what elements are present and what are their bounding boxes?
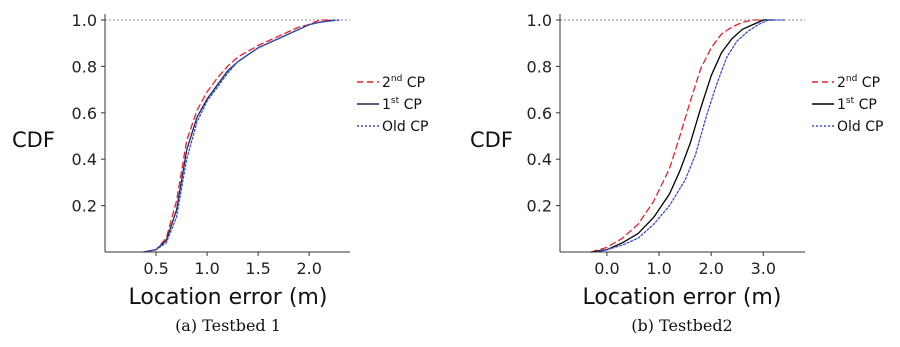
y-tick-label: 1.0 [72, 11, 97, 30]
panel-testbed-2: 0.0 1.0 2.0 3.0 0.2 0.4 0.6 0.8 1.0 CDF Locatio… [470, 11, 883, 335]
y-tick-label: 0.2 [527, 197, 552, 216]
series-layer [590, 19, 785, 253]
series-line-1 [143, 19, 331, 253]
caption: (b) Testbed2 [631, 316, 732, 335]
y-tick-label: 0.4 [72, 150, 97, 169]
series-line-1 [590, 19, 764, 253]
legend: 2nd CP 1st CP Old CP [357, 74, 428, 135]
x-axis-label: Location error (m) [583, 285, 782, 310]
y-tick-label: 0.2 [72, 197, 97, 216]
x-tick-labels: 0.5 1.0 1.5 2.0 [143, 252, 322, 278]
y-tick-label: 0.8 [72, 57, 97, 76]
legend-label: 1st CP [837, 96, 877, 113]
series-line-3 [595, 19, 785, 253]
x-tick-label: 0.5 [143, 259, 168, 278]
legend-label: Old CP [382, 119, 428, 135]
x-tick-label: 2.0 [698, 259, 723, 278]
y-tick-label: 0.6 [72, 104, 97, 123]
y-tick-labels: 0.2 0.4 0.6 0.8 1.0 [72, 11, 105, 216]
legend: 2nd CP 1st CP Old CP [812, 74, 883, 135]
series-line-3 [143, 19, 341, 253]
x-tick-labels: 0.0 1.0 2.0 3.0 [594, 252, 776, 278]
panel-testbed-1: 0.5 1.0 1.5 2.0 0.2 0.4 0.6 0.8 1.0 CDF Locatio… [12, 11, 428, 335]
y-tick-label: 0.4 [527, 150, 552, 169]
y-tick-label: 0.8 [527, 57, 552, 76]
x-tick-label: 3.0 [751, 259, 776, 278]
y-axis-label: CDF [470, 128, 513, 152]
y-axis-label: CDF [12, 128, 55, 152]
x-tick-label: 1.5 [245, 259, 270, 278]
series-line-2 [590, 19, 775, 253]
y-tick-label: 1.0 [527, 11, 552, 30]
x-axis-label: Location error (m) [129, 285, 328, 310]
legend-label: Old CP [837, 119, 883, 135]
x-tick-label: 2.0 [296, 259, 321, 278]
x-tick-label: 1.0 [194, 259, 219, 278]
series-layer [143, 19, 341, 253]
legend-label: 2nd CP [382, 74, 425, 91]
x-tick-label: 0.0 [594, 259, 619, 278]
y-tick-labels: 0.2 0.4 0.6 0.8 1.0 [527, 11, 560, 216]
caption: (a) Testbed 1 [175, 316, 281, 335]
legend-label: 1st CP [382, 96, 422, 113]
y-tick-label: 0.6 [527, 104, 552, 123]
x-tick-label: 1.0 [646, 259, 671, 278]
legend-label: 2nd CP [837, 74, 880, 91]
